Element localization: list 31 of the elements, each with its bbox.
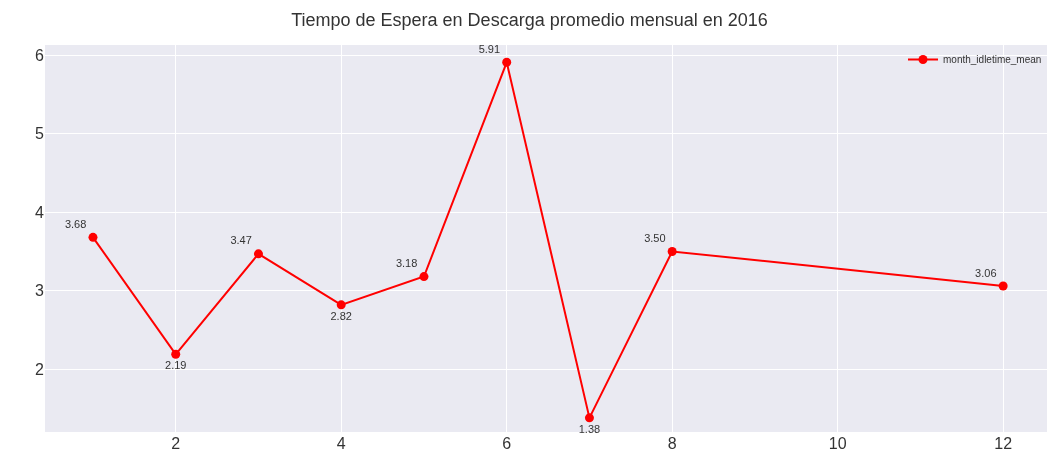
x-tick-label: 12 <box>994 435 1013 452</box>
point <box>253 249 263 259</box>
data-label: 5.91 <box>478 42 501 55</box>
y-tick-label: 5 <box>35 125 45 143</box>
y-tick-label: 4 <box>35 203 45 221</box>
y-tick-label: 2 <box>35 360 45 378</box>
point <box>998 281 1008 291</box>
data-label: 3.50 <box>644 232 666 245</box>
data-label: 3.47 <box>230 234 252 247</box>
data-label: 3.18 <box>395 257 418 270</box>
y-tick-label: 6 <box>35 46 45 64</box>
point <box>584 413 594 423</box>
x-tick-label: 10 <box>828 435 847 452</box>
y-tick-label: 3 <box>35 282 45 300</box>
data-label: 3.06 <box>975 266 997 279</box>
data-label: 3.68 <box>64 217 87 230</box>
point <box>502 57 512 67</box>
chart-title: Tiempo de Espera en Descarga promedio mensual en 2016 <box>291 10 768 31</box>
point <box>171 349 181 359</box>
x-tick-label: 2 <box>171 435 181 452</box>
point <box>667 246 677 256</box>
x-tick-label: 4 <box>336 435 346 452</box>
data-label: 2.19 <box>165 359 187 372</box>
point <box>88 232 98 242</box>
data-label: 1.38 <box>578 422 601 435</box>
x-tick-label: 8 <box>667 435 677 452</box>
legend-label: month_idletime_mean <box>943 54 1042 66</box>
point <box>419 272 429 282</box>
x-tick-label: 6 <box>502 435 512 452</box>
data-label: 2.82 <box>330 309 352 322</box>
point <box>336 300 346 310</box>
